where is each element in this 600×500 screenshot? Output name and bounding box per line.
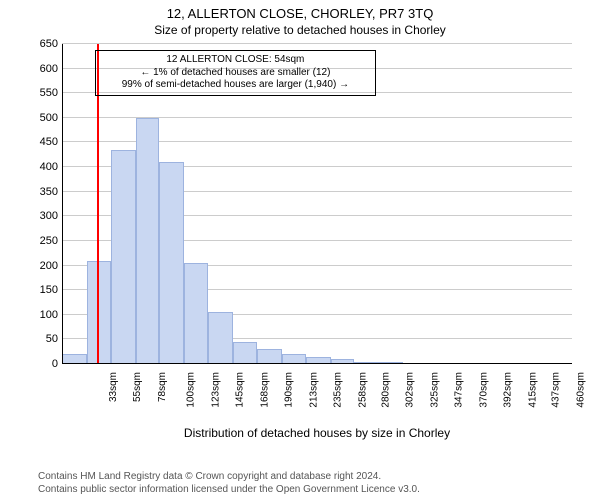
x-tick-label: 145sqm (235, 372, 246, 408)
x-tick-label: 190sqm (283, 372, 294, 408)
x-tick-label: 392sqm (502, 372, 513, 408)
chart-container: 12, ALLERTON CLOSE, CHORLEY, PR7 3TQ Siz… (0, 0, 600, 500)
x-tick-label: 280sqm (381, 372, 392, 408)
x-tick-label: 33sqm (108, 372, 119, 402)
x-tick-label: 235sqm (332, 372, 343, 408)
x-axis-line (62, 363, 572, 364)
x-tick-label: 437sqm (551, 372, 562, 408)
footer: Contains HM Land Registry data © Crown c… (0, 471, 600, 496)
x-tick-label: 168sqm (260, 372, 271, 408)
x-tick-label: 258sqm (357, 372, 368, 408)
x-tick-label: 213sqm (308, 372, 319, 408)
y-tick-label: 650 (0, 38, 58, 50)
footer-line-2: Contains public sector information licen… (38, 484, 600, 497)
x-tick-label: 347sqm (453, 372, 464, 408)
y-tick-label: 400 (0, 161, 58, 173)
x-tick-label: 78sqm (157, 372, 168, 402)
annotation-line: 12 ALLERTON CLOSE: 54sqm (102, 54, 369, 67)
annotation-line: ← 1% of detached houses are smaller (12) (102, 67, 369, 80)
x-tick-label: 55sqm (132, 372, 143, 402)
footer-line-1: Contains HM Land Registry data © Crown c… (38, 471, 600, 484)
x-tick-label: 370sqm (478, 372, 489, 408)
annotation-line: 99% of semi-detached houses are larger (… (102, 79, 369, 92)
histogram-bar (208, 312, 233, 364)
y-tick-label: 0 (0, 358, 58, 370)
plot-area: 12 ALLERTON CLOSE: 54sqm← 1% of detached… (62, 44, 572, 364)
y-tick-label: 100 (0, 309, 58, 321)
histogram-bar (111, 150, 136, 364)
histogram-bar (87, 261, 111, 364)
x-tick-label: 460sqm (576, 372, 587, 408)
y-tick-label: 250 (0, 235, 58, 247)
x-tick-label: 123sqm (211, 372, 222, 408)
chart-subtitle: Size of property relative to detached ho… (0, 21, 600, 37)
x-tick-label: 325sqm (430, 372, 441, 408)
x-tick-label: 302sqm (405, 372, 416, 408)
histogram-bar (136, 118, 160, 364)
histogram-bar (159, 162, 184, 364)
y-tick-label: 50 (0, 333, 58, 345)
y-tick-label: 350 (0, 186, 58, 198)
histogram-bar (184, 263, 208, 364)
annotation-box: 12 ALLERTON CLOSE: 54sqm← 1% of detached… (95, 50, 376, 96)
page-title: 12, ALLERTON CLOSE, CHORLEY, PR7 3TQ (0, 0, 600, 21)
y-tick-label: 300 (0, 210, 58, 222)
x-axis-label: Distribution of detached houses by size … (62, 426, 572, 440)
histogram-bar (233, 342, 257, 364)
y-tick-label: 600 (0, 63, 58, 75)
y-tick-label: 550 (0, 87, 58, 99)
y-axis-line (62, 44, 63, 364)
y-tick-label: 200 (0, 260, 58, 272)
x-tick-label: 100sqm (186, 372, 197, 408)
x-tick-label: 415sqm (527, 372, 538, 408)
histogram-bar (257, 349, 282, 364)
y-tick-label: 500 (0, 112, 58, 124)
y-tick-label: 150 (0, 284, 58, 296)
gridline (62, 43, 572, 44)
y-tick-label: 450 (0, 136, 58, 148)
